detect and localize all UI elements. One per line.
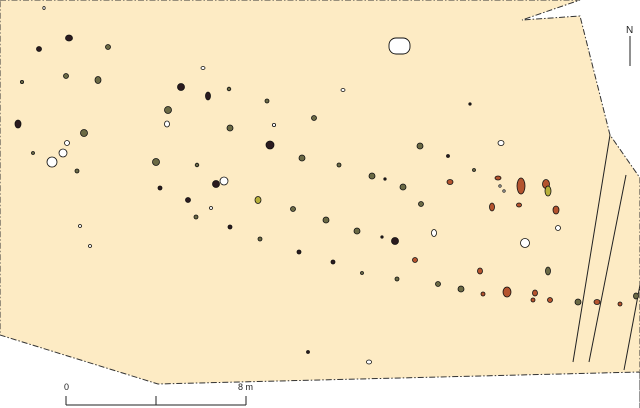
feature-olive — [290, 206, 296, 212]
feature-empty — [497, 140, 505, 146]
feature-dark — [36, 46, 42, 52]
feature-dark — [296, 249, 302, 255]
feature-red — [530, 297, 536, 303]
feature-olive — [152, 158, 160, 166]
feature-olive — [226, 124, 234, 132]
feature-olive — [298, 154, 306, 162]
feature-red — [502, 286, 512, 298]
feature-olive — [80, 129, 88, 137]
feature-olive — [457, 285, 465, 293]
feature-dark — [468, 102, 472, 106]
feature-dark — [157, 185, 163, 191]
feature-red — [552, 205, 560, 215]
feature-empty — [431, 229, 437, 237]
feature-olive — [399, 183, 407, 191]
feature-olive — [574, 298, 582, 306]
feature-empty — [366, 359, 372, 365]
feature-olive — [545, 266, 551, 276]
feature-empty — [46, 156, 58, 168]
feature-empty — [209, 206, 213, 210]
feature-olive — [164, 106, 172, 114]
feature-olive — [193, 214, 199, 220]
north-arrow: N — [626, 25, 633, 66]
scale-bar-label-start: 0 — [64, 382, 69, 392]
feature-olive — [360, 271, 364, 275]
feature-olive — [257, 236, 263, 242]
feature-olive — [63, 73, 69, 79]
feature-dark — [391, 237, 399, 245]
feature-olive — [418, 201, 424, 207]
feature-dark — [205, 91, 211, 101]
feature-dark — [330, 259, 336, 265]
feature-olive — [105, 44, 111, 50]
feature-red — [516, 177, 526, 195]
feature-dark — [65, 34, 73, 42]
feature-dark — [227, 224, 233, 230]
feature-red — [446, 179, 454, 185]
feature-olive — [74, 168, 80, 174]
feature-empty — [219, 176, 229, 186]
feature-empty — [164, 120, 170, 128]
feature-empty — [88, 244, 92, 248]
north-arrow-label: N — [626, 25, 633, 36]
feature-empty — [520, 238, 530, 248]
trench-lines — [572, 134, 640, 371]
feature-red — [593, 299, 601, 305]
feature-olive — [19, 80, 24, 85]
feature-red — [477, 267, 483, 275]
feature-dark — [265, 140, 275, 150]
feature-olive — [353, 227, 361, 235]
feature-red — [617, 301, 623, 307]
feature-red — [494, 175, 502, 181]
feature-olive — [322, 216, 330, 224]
feature-olive — [633, 292, 639, 300]
feature-dark — [14, 119, 22, 129]
feature-red — [480, 291, 486, 297]
feature-empty — [42, 6, 46, 10]
feature-empty — [498, 184, 502, 188]
scale-bar: 0 8 m — [64, 382, 253, 406]
feature-olive — [31, 151, 35, 155]
feature-empty — [340, 88, 346, 92]
feature-yellow — [254, 196, 262, 204]
feature-olive — [472, 168, 476, 172]
feature-empty — [78, 224, 82, 228]
feature-dark — [185, 197, 191, 203]
feature-empty — [58, 148, 68, 158]
feature-red — [489, 202, 495, 212]
feature-yellow — [544, 185, 552, 197]
feature-dark — [177, 83, 185, 91]
feature-dark — [383, 177, 387, 181]
scale-bar-label-end: 8 m — [238, 382, 253, 392]
feature-dark — [446, 154, 450, 158]
feature-dark — [306, 350, 310, 354]
feature-red — [412, 257, 418, 263]
feature-olive — [368, 172, 376, 180]
feature-empty — [200, 66, 206, 70]
feature-olive — [394, 276, 400, 282]
feature-red — [547, 297, 553, 303]
feature-empty — [555, 225, 561, 231]
feature-olive — [226, 86, 232, 92]
feature-olive — [264, 98, 270, 104]
feature-red — [532, 289, 538, 297]
feature-olive — [416, 142, 424, 150]
feature-olive — [336, 162, 342, 168]
feature-large-pit — [388, 37, 411, 55]
feature-empty — [502, 189, 506, 193]
feature-dark — [212, 180, 220, 188]
feature-olive — [94, 76, 102, 84]
feature-layer — [14, 6, 639, 365]
feature-dark — [380, 235, 384, 239]
feature-olive — [194, 162, 200, 168]
feature-red — [516, 202, 522, 208]
feature-empty — [271, 123, 276, 128]
feature-olive — [311, 115, 317, 121]
feature-olive — [435, 281, 441, 287]
feature-empty — [64, 140, 70, 146]
